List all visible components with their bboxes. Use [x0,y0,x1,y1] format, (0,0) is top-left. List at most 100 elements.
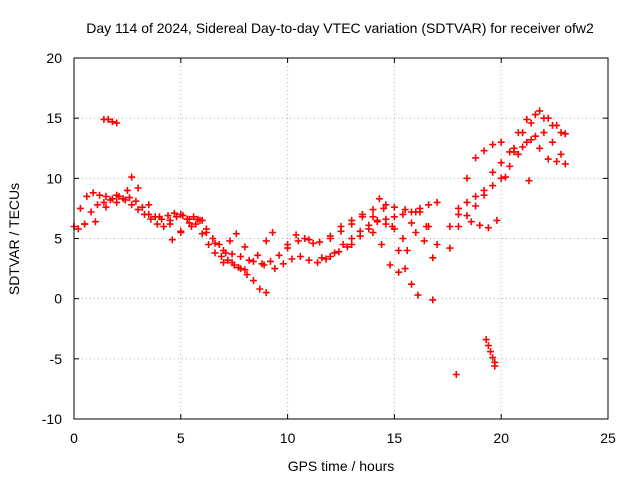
y-tick-label: 0 [54,291,62,307]
data-point [540,129,548,137]
data-point [292,231,300,239]
data-point [314,259,321,267]
data-point [510,144,518,152]
data-point [463,174,471,182]
data-point [198,216,206,224]
data-point [536,107,544,115]
data-point [489,168,497,176]
grid-lines [74,58,608,419]
data-point [382,201,390,209]
data-point [209,235,217,242]
data-point [403,247,411,254]
data-point [463,212,471,220]
data-point [249,257,257,265]
data-point [126,194,133,202]
data-point [269,229,277,236]
data-point [241,243,249,251]
data-point [190,213,198,221]
data-point [561,130,569,138]
data-point [493,216,501,224]
data-point [544,114,552,122]
data-point [369,206,377,214]
series-arc-b [74,194,249,274]
data-point [531,111,539,119]
data-point [205,241,213,248]
data-point [412,229,420,236]
data-point [145,210,153,218]
data-point [326,253,334,260]
series-points [429,177,533,378]
data-point [420,237,428,245]
series-arc-l [446,138,505,252]
data-point [166,220,174,228]
data-point [275,251,283,259]
series-arc-e [220,230,351,268]
y-tick-label: -10 [42,411,62,427]
data-point [487,348,494,356]
data-point [134,184,142,192]
data-point [76,204,84,212]
data-point [94,201,101,209]
data-point [472,202,480,210]
y-axis-label: SDTVAR / TECUs [6,183,22,295]
data-point [386,261,394,269]
data-point [390,225,398,233]
data-point [401,206,409,214]
data-point [484,342,492,350]
x-tick-label: 0 [70,430,78,446]
y-tick-label: -5 [50,351,63,367]
data-point [401,265,409,273]
data-point [343,243,351,251]
data-point [429,296,437,304]
axis-ticks: 0 5 10 15 20 25 -10 -5 0 5 10 15 20 [42,50,616,446]
data-point [523,115,531,123]
data-point [390,203,398,211]
data-point [519,143,527,151]
data-point [348,241,356,248]
series-arc-n [467,136,569,232]
data-point [373,216,381,224]
data-point [390,213,398,221]
data-point [215,241,223,248]
data-point [489,141,497,149]
data-point [489,354,497,362]
series-arc-f [260,198,441,273]
x-tick-label: 25 [600,430,616,446]
series-arc-h [326,195,422,299]
data-point [164,212,172,220]
data-point [414,291,422,299]
data-point [305,256,313,264]
data-point [89,189,97,197]
data-point [408,280,415,288]
data-point [380,204,388,212]
data-point [482,336,490,344]
y-tick-label: 20 [46,50,62,66]
data-point [365,225,373,233]
data-point [96,191,104,199]
data-point [267,257,274,265]
data-point [113,191,121,199]
data-point [211,239,219,247]
data-point [243,271,251,279]
data-point [544,155,552,163]
data-point [228,259,236,267]
data-point [455,204,462,212]
data-point [425,201,433,209]
data-point [463,198,471,206]
data-point [279,260,287,268]
data-point [119,195,127,203]
data-point [113,198,121,206]
data-point [188,223,195,230]
data-point [416,208,424,216]
data-point [217,253,225,260]
data-point [305,236,313,244]
data-point [173,213,180,221]
data-point [467,218,475,226]
series-arc-q [482,336,499,370]
data-point [83,192,91,200]
data-point [531,132,539,140]
data-point [446,223,454,230]
data-point [224,256,232,264]
data-point [331,249,339,257]
